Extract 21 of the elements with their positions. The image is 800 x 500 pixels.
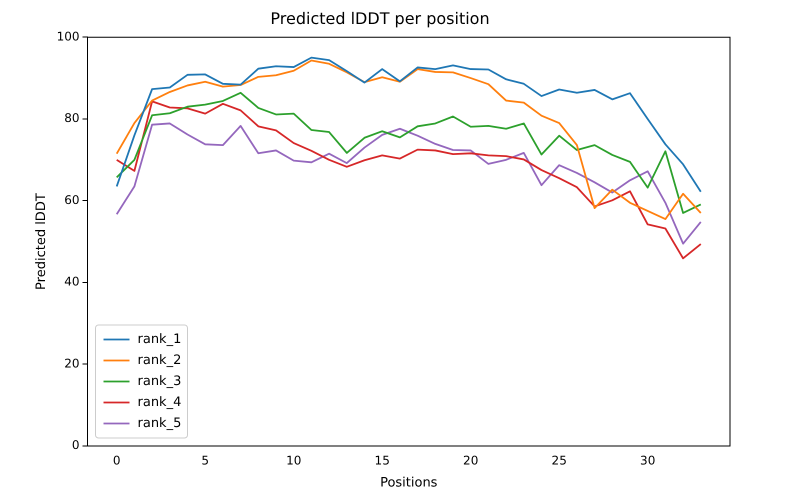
- chart-title: Predicted lDDT per position: [270, 8, 490, 28]
- y-tick-label: 40: [64, 274, 80, 289]
- x-tick-label: 30: [640, 453, 656, 468]
- x-tick-label: 10: [286, 453, 302, 468]
- y-tick-label: 0: [72, 438, 80, 452]
- legend-label: rank_1: [138, 332, 182, 347]
- x-tick-label: 5: [201, 453, 210, 468]
- y-tick-label: 20: [64, 356, 80, 370]
- legend-label: rank_3: [138, 374, 182, 389]
- y-tick-label: 80: [64, 111, 80, 126]
- y-tick-label: 60: [64, 192, 80, 207]
- x-tick-label: 15: [374, 453, 390, 468]
- legend-label: rank_4: [138, 394, 182, 410]
- x-axis-title: Positions: [380, 476, 438, 491]
- y-axis-title: Predicted lDDT: [34, 193, 50, 290]
- x-tick-label: 25: [552, 453, 567, 468]
- y-tick-label: 100: [56, 29, 80, 44]
- legend-label: rank_2: [138, 352, 182, 368]
- x-tick-label: 0: [112, 453, 121, 468]
- x-tick-label: 20: [463, 453, 478, 468]
- legend-label: rank_5: [138, 416, 182, 431]
